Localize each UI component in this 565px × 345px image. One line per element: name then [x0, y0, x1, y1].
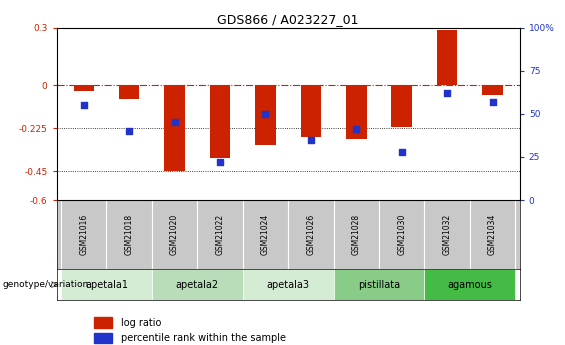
- Point: [170, 120, 179, 125]
- Text: GSM21032: GSM21032: [442, 214, 451, 255]
- Text: GSM21024: GSM21024: [261, 214, 270, 255]
- Point: [352, 127, 361, 132]
- Bar: [437, 30, 457, 85]
- Bar: [119, 85, 140, 99]
- Text: percentile rank within the sample: percentile rank within the sample: [121, 333, 286, 343]
- Text: apetala2: apetala2: [176, 280, 219, 289]
- Bar: [73, 85, 94, 91]
- Bar: [61, 269, 152, 300]
- Text: GSM21022: GSM21022: [215, 214, 224, 255]
- Bar: [255, 85, 276, 145]
- Bar: [392, 85, 412, 127]
- Point: [397, 149, 406, 155]
- Bar: [243, 269, 333, 300]
- Point: [306, 137, 315, 142]
- Text: GSM21028: GSM21028: [352, 214, 361, 255]
- Title: GDS866 / A023227_01: GDS866 / A023227_01: [218, 13, 359, 27]
- Bar: [424, 269, 515, 300]
- Text: GSM21018: GSM21018: [125, 214, 134, 255]
- Text: genotype/variation: genotype/variation: [3, 280, 89, 289]
- Text: log ratio: log ratio: [121, 318, 162, 328]
- Bar: [346, 85, 367, 139]
- Bar: [152, 269, 243, 300]
- Bar: [164, 85, 185, 171]
- Point: [215, 159, 224, 165]
- Text: GSM21020: GSM21020: [170, 214, 179, 255]
- Text: agamous: agamous: [447, 280, 492, 289]
- Bar: [210, 85, 231, 158]
- Point: [125, 128, 134, 134]
- Text: GSM21026: GSM21026: [306, 214, 315, 255]
- Bar: [94, 333, 112, 344]
- Point: [261, 111, 270, 117]
- Bar: [483, 85, 503, 95]
- Text: GSM21016: GSM21016: [79, 214, 88, 255]
- Text: GSM21030: GSM21030: [397, 214, 406, 255]
- Text: pistillata: pistillata: [358, 280, 400, 289]
- Point: [442, 90, 451, 96]
- Bar: [333, 269, 424, 300]
- Bar: [94, 317, 112, 328]
- Text: apetala1: apetala1: [85, 280, 128, 289]
- Bar: [301, 85, 321, 137]
- Text: GSM21034: GSM21034: [488, 214, 497, 255]
- Point: [488, 99, 497, 105]
- Point: [79, 102, 88, 108]
- Text: apetala3: apetala3: [267, 280, 310, 289]
